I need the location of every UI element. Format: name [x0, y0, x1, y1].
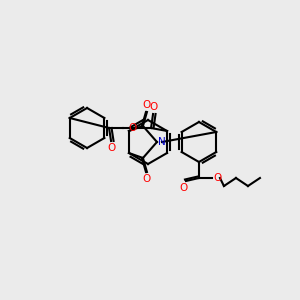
Text: O: O — [149, 102, 157, 112]
Text: N: N — [158, 137, 166, 147]
Text: O: O — [129, 123, 137, 133]
Text: O: O — [180, 183, 188, 193]
Text: O: O — [143, 174, 151, 184]
Text: O: O — [143, 100, 151, 110]
Text: O: O — [107, 143, 115, 153]
Text: O: O — [213, 173, 221, 183]
